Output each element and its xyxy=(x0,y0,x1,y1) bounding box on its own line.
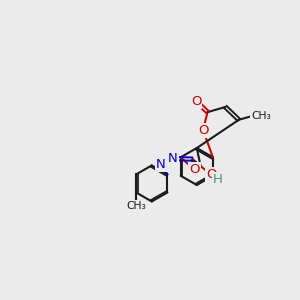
Text: CH₃: CH₃ xyxy=(251,111,271,121)
Text: N: N xyxy=(168,152,178,165)
Text: O: O xyxy=(198,124,208,136)
Text: O: O xyxy=(206,168,217,181)
Text: N: N xyxy=(156,158,166,171)
Text: O: O xyxy=(189,163,200,176)
Text: O: O xyxy=(191,95,201,108)
Text: CH₃: CH₃ xyxy=(126,201,146,211)
Text: H: H xyxy=(213,173,223,187)
